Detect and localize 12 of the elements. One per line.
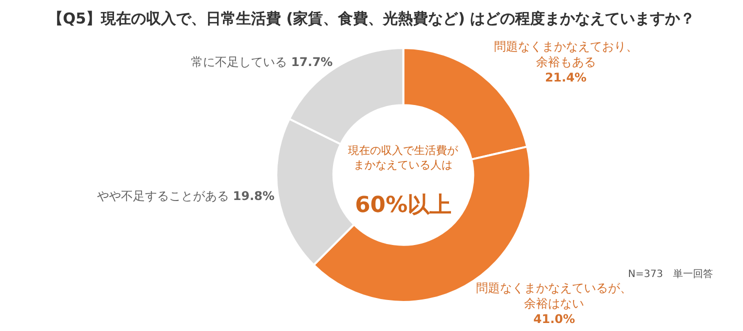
slice-label: やや不足することがある [97,189,230,204]
slice-label: 問題なくまかなえており、余裕もある [494,39,638,69]
text: 60%以上 [355,193,452,218]
slice-label: 常に不足している [191,55,288,70]
data-label: 21.4% [544,70,587,84]
text: N=373 単一回答 [628,268,713,280]
slice-label: 問題なくまかなえているが、余裕はない [476,280,632,310]
text: 現在の収入で生活費がまかなえている人は [348,144,459,172]
data-label: 19.8% [232,189,275,204]
chart-title: 【Q5】現在の収入で、日常生活費 (家賃、食費、光熱費など) はどの程度まかなえていますか？ [48,10,696,28]
data-label: 41.0% [533,312,576,326]
data-label: 17.7% [291,55,333,70]
